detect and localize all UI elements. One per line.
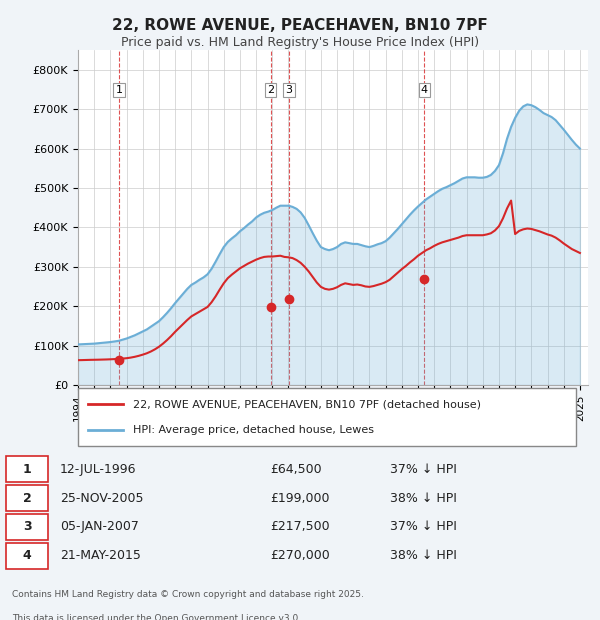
Text: This data is licensed under the Open Government Licence v3.0.: This data is licensed under the Open Gov… <box>12 614 301 620</box>
Text: 37% ↓ HPI: 37% ↓ HPI <box>390 463 457 476</box>
Text: HPI: Average price, detached house, Lewes: HPI: Average price, detached house, Lewe… <box>133 425 374 435</box>
Text: 4: 4 <box>23 549 31 562</box>
Text: 2: 2 <box>267 85 274 95</box>
FancyBboxPatch shape <box>78 388 576 446</box>
FancyBboxPatch shape <box>6 485 48 511</box>
FancyBboxPatch shape <box>6 514 48 540</box>
Text: 3: 3 <box>286 85 293 95</box>
Text: Contains HM Land Registry data © Crown copyright and database right 2025.: Contains HM Land Registry data © Crown c… <box>12 590 364 599</box>
Text: £270,000: £270,000 <box>270 549 330 562</box>
Text: 2: 2 <box>23 492 31 505</box>
Text: 05-JAN-2007: 05-JAN-2007 <box>60 520 139 533</box>
Text: 12-JUL-1996: 12-JUL-1996 <box>60 463 137 476</box>
Text: 1: 1 <box>23 463 31 476</box>
Text: 22, ROWE AVENUE, PEACEHAVEN, BN10 7PF: 22, ROWE AVENUE, PEACEHAVEN, BN10 7PF <box>112 18 488 33</box>
Text: £217,500: £217,500 <box>270 520 329 533</box>
Text: Price paid vs. HM Land Registry's House Price Index (HPI): Price paid vs. HM Land Registry's House … <box>121 36 479 49</box>
Text: 38% ↓ HPI: 38% ↓ HPI <box>390 549 457 562</box>
FancyBboxPatch shape <box>6 456 48 482</box>
Text: 4: 4 <box>421 85 428 95</box>
Text: 25-NOV-2005: 25-NOV-2005 <box>60 492 143 505</box>
Text: 22, ROWE AVENUE, PEACEHAVEN, BN10 7PF (detached house): 22, ROWE AVENUE, PEACEHAVEN, BN10 7PF (d… <box>133 399 481 409</box>
Text: 37% ↓ HPI: 37% ↓ HPI <box>390 520 457 533</box>
Text: £199,000: £199,000 <box>270 492 329 505</box>
Text: 38% ↓ HPI: 38% ↓ HPI <box>390 492 457 505</box>
Text: 21-MAY-2015: 21-MAY-2015 <box>60 549 141 562</box>
Text: 3: 3 <box>23 520 31 533</box>
FancyBboxPatch shape <box>6 543 48 569</box>
Text: 1: 1 <box>116 85 122 95</box>
Text: £64,500: £64,500 <box>270 463 322 476</box>
